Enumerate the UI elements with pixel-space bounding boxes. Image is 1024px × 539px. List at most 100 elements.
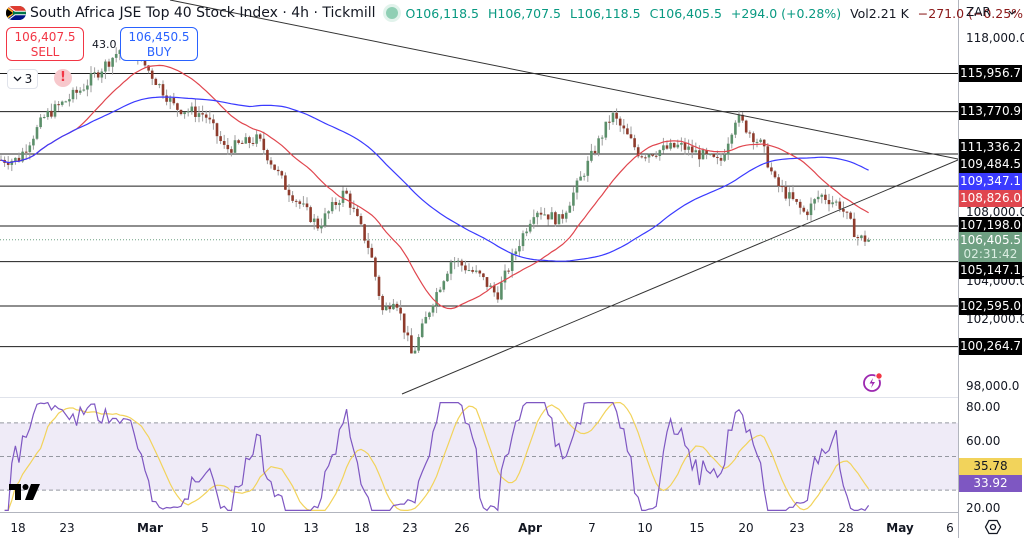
candle-body	[489, 285, 492, 287]
candle-body	[338, 202, 341, 205]
rsi-ma-label: 35.78	[959, 458, 1022, 475]
candle-body	[258, 134, 262, 139]
candle-body	[528, 223, 532, 232]
candle-body	[755, 141, 759, 143]
candle-body	[255, 134, 258, 144]
candle-body	[698, 150, 701, 160]
time-tick: 15	[689, 521, 705, 535]
candle-body	[197, 113, 201, 117]
candle-body	[662, 145, 665, 151]
candle-body	[770, 167, 773, 172]
time-tick: 28	[838, 521, 854, 535]
last-price-label: 106,405.5 02:31:42	[959, 232, 1022, 262]
candle-body	[496, 292, 500, 300]
candle-body	[708, 153, 712, 155]
candle-body	[546, 214, 550, 220]
candle-body	[550, 212, 554, 220]
candle-body	[168, 97, 172, 102]
symbol-title[interactable]: South Africa JSE Top 40 Stock Index · 4h…	[30, 5, 376, 21]
time-tick: 26	[454, 521, 470, 535]
candle-body	[230, 149, 233, 153]
candle-body	[608, 121, 611, 123]
volume-change: −271.0 (−0.25%)	[917, 5, 1024, 21]
candle-body	[273, 164, 276, 170]
candle-body	[651, 154, 654, 156]
candle-body	[406, 332, 410, 336]
candle-body	[856, 237, 860, 239]
candle-body	[626, 128, 629, 135]
tradingview-logo-icon[interactable]	[9, 484, 41, 500]
alert-badge[interactable]: !	[54, 69, 72, 87]
candle-body	[824, 194, 827, 200]
candle-body	[60, 101, 64, 105]
price-tick: 118,000.0	[966, 31, 1024, 45]
candle-body	[82, 89, 86, 91]
currency-select[interactable]: ZAR	[962, 2, 1020, 22]
candle-body	[867, 239, 870, 242]
candle-body	[165, 95, 168, 102]
candle-body	[780, 186, 784, 188]
candle-body	[791, 192, 795, 200]
candle-body	[842, 208, 845, 212]
candle-body	[590, 150, 593, 161]
candle-body	[593, 150, 597, 154]
candle-body	[366, 240, 370, 248]
open-value: O106,118.5	[405, 5, 479, 21]
settings-gear-icon[interactable]	[984, 518, 1002, 536]
candle-body	[244, 137, 248, 144]
candle-body	[827, 199, 831, 205]
time-axis[interactable]: 18 23 Mar 5 10 13 18 23 26 Apr 7 10 15 20 23 28 May 6	[0, 512, 958, 539]
candle-body	[777, 177, 780, 187]
currency-value: ZAR	[966, 5, 991, 19]
candle-body	[852, 218, 856, 238]
candle-body	[96, 72, 100, 78]
candle-body	[618, 118, 622, 126]
ohlc-values: O106,118.5 H106,707.5 L106,118.5 C106,40…	[406, 6, 1024, 21]
rsi-tick: 60.00	[966, 434, 1001, 448]
candle-body	[525, 231, 528, 234]
candle-body	[510, 254, 514, 271]
candle-body	[672, 142, 676, 148]
sell-button[interactable]: 106,407.5 SELL	[6, 27, 84, 61]
candle-body	[410, 335, 413, 354]
price-tick: 108,000.0	[966, 205, 1024, 219]
candle-body	[561, 214, 564, 219]
indicators-collapse-button[interactable]: 3	[7, 69, 38, 89]
candle-body	[309, 207, 312, 222]
candle-body	[492, 285, 496, 293]
candle-body	[158, 84, 161, 86]
buy-button[interactable]: 106,450.5 BUY	[120, 27, 198, 61]
candle-body	[730, 134, 734, 144]
candle-body	[849, 212, 852, 219]
price-chart-canvas[interactable]	[0, 0, 958, 512]
candle-body	[806, 211, 809, 216]
candle-body	[690, 146, 694, 153]
candle-body	[215, 123, 219, 137]
candle-body	[28, 145, 32, 153]
candle-body	[50, 110, 53, 117]
candle-body	[564, 212, 568, 219]
candle-body	[179, 109, 183, 115]
indicator-count: 3	[24, 72, 33, 86]
candle-body	[377, 276, 381, 296]
candle-body	[647, 154, 651, 158]
candle-body	[654, 155, 658, 157]
candle-body	[597, 138, 600, 154]
candle-body	[575, 180, 579, 193]
lightning-flash-icon[interactable]	[861, 371, 885, 393]
candle-body	[302, 203, 305, 205]
price-tick: 102,000.0	[966, 312, 1024, 326]
candle-body	[453, 261, 456, 263]
ma200-label: 109,347.1	[959, 173, 1022, 190]
candle-body	[356, 208, 359, 217]
candle-body	[658, 150, 662, 156]
level-label: 105,147.1	[959, 262, 1022, 279]
level-label: 111,336.2	[959, 139, 1022, 156]
candle-body	[42, 117, 46, 119]
candle-body	[611, 112, 615, 123]
candle-body	[759, 139, 762, 142]
candle-body	[345, 190, 348, 194]
volume-label: Vol	[850, 5, 869, 21]
pane-divider[interactable]	[0, 397, 958, 398]
candle-body	[57, 104, 60, 106]
